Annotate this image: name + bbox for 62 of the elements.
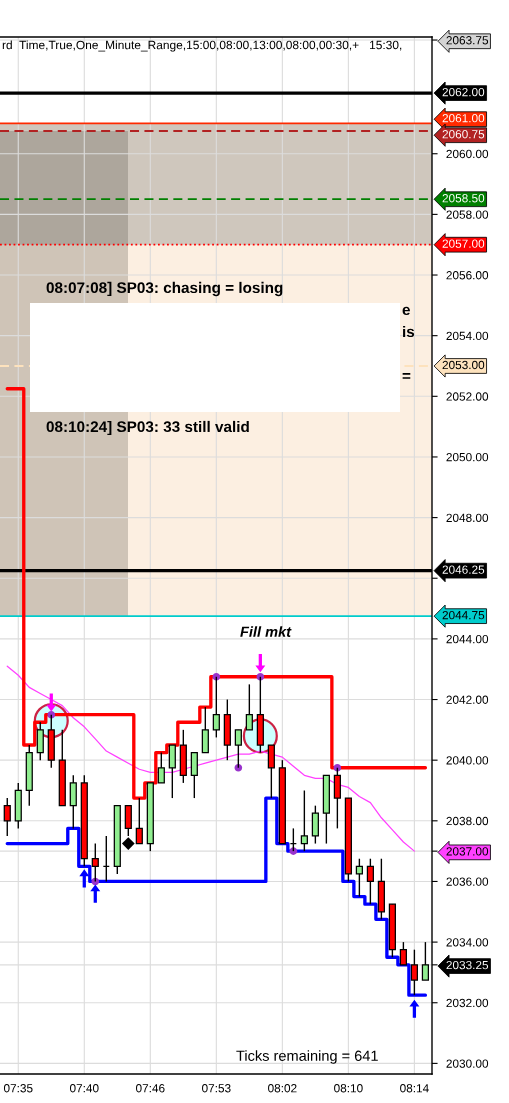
annotation: 08:10:24] SP03: 33 still valid <box>46 420 249 436</box>
annotation: = <box>402 373 411 379</box>
y-tick-label: 2058.00 <box>446 210 489 219</box>
x-tick-label: 08:14 <box>400 1084 429 1093</box>
y-tick-label: 2040.00 <box>446 756 489 765</box>
y-tick-label: 2042.00 <box>446 695 489 704</box>
annotation: is <box>403 325 415 338</box>
annotation: rd Time,True,One_Minute_Range,15:00,08:00,13:00,08:00,00:30,+ 15:30, <box>2 40 402 52</box>
candlestick <box>36 721 44 761</box>
y-tick-label: 2030.00 <box>446 1059 489 1068</box>
candlestick <box>168 744 176 799</box>
candlestick <box>245 683 253 731</box>
y-tick-label: 2063.75 <box>446 36 489 45</box>
point <box>121 837 135 850</box>
candlestick <box>69 774 77 830</box>
y-tick-label: 2056.00 <box>446 271 489 280</box>
x-tick-label: 07:35 <box>3 1084 33 1093</box>
annotation: 08:07:08] SP03: chasing = losing <box>46 281 283 297</box>
ref-line-label: 2062.00 <box>442 87 485 97</box>
x-tick-label: 07:40 <box>69 1084 99 1093</box>
y-tick-label: 2034.00 <box>446 938 489 947</box>
y-tick-label: 2048.00 <box>446 513 489 522</box>
point <box>47 710 56 719</box>
x-tick-label: 08:02 <box>268 1084 297 1093</box>
x-tick-label: 07:53 <box>202 1084 231 1093</box>
line-series <box>6 665 416 852</box>
y-tick-label: 2052.00 <box>446 392 489 401</box>
x-tick-label: 08:10 <box>334 1084 363 1093</box>
ref-line-label: 2057.00 <box>442 239 485 248</box>
candlestick <box>3 797 11 837</box>
y-tick-label: 2054.00 <box>446 331 489 341</box>
annotation: Fill mkt <box>240 626 292 637</box>
y-tick-label: 2037.00 <box>446 847 489 856</box>
x-tick-label: 07:46 <box>136 1084 165 1093</box>
y-tick-label: 2044.00 <box>446 634 489 644</box>
y-tick-label: 2038.00 <box>446 816 489 826</box>
ref-line-label: 2044.75 <box>442 610 485 620</box>
y-tick-label: 2032.00 <box>446 998 489 1008</box>
candlestick <box>267 744 275 799</box>
candlestick <box>234 729 242 769</box>
candlestick <box>366 858 374 905</box>
ref-line-label: 2058.50 <box>442 194 485 203</box>
candlestick <box>91 842 99 883</box>
ref-line-label: 2060.75 <box>442 130 485 139</box>
y-tick-label: 2033.25 <box>446 960 489 970</box>
candlestick <box>157 751 165 784</box>
ref-line-label: 2061.00 <box>442 114 485 123</box>
candlestick <box>311 804 319 845</box>
y-tick-label: 2036.00 <box>446 877 489 886</box>
ref-line-label: 2046.25 <box>442 565 485 574</box>
candlestick <box>201 706 209 754</box>
candlestick <box>190 751 198 799</box>
candlestick <box>300 789 308 852</box>
ref-line-label: 2053.00 <box>442 360 485 370</box>
candlestick <box>421 941 429 981</box>
y-tick-label: 2060.00 <box>446 149 489 159</box>
candlestick <box>399 941 407 966</box>
y-tick-label: 2050.00 <box>446 452 489 462</box>
annotation: e <box>402 306 410 316</box>
annotation: Ticks remaining = 641 <box>236 1050 378 1064</box>
candlestick <box>410 948 418 996</box>
candlestick <box>355 858 363 898</box>
